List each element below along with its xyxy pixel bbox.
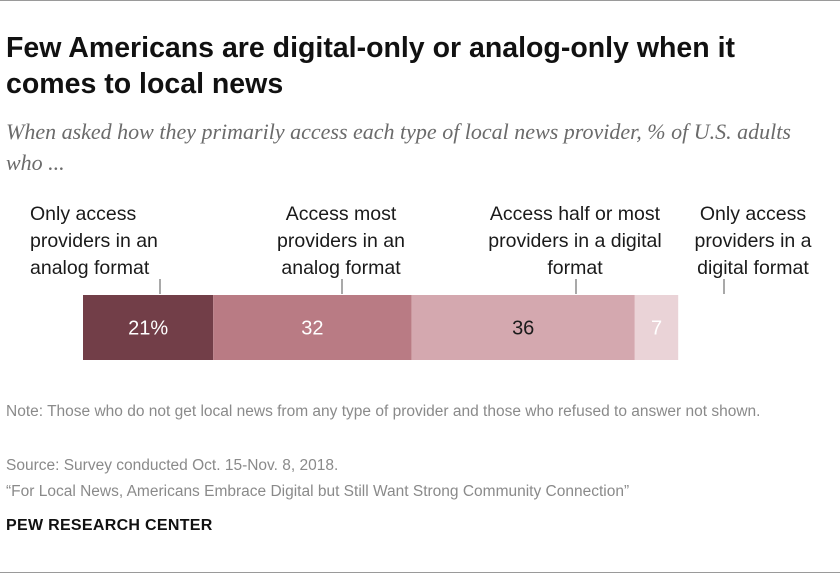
category-label-analog-only: Only access providers in an analog forma…: [30, 203, 158, 279]
data-label-mostly-digital: 36: [512, 318, 534, 340]
chart-subtitle: When asked how they primarily access eac…: [6, 119, 791, 175]
chart-note: Note: Those who do not get local news fr…: [6, 403, 761, 420]
category-label-mostly-digital: Access half or most providers in a digit…: [488, 203, 662, 279]
category-label-mostly-analog: Access most providers in an analog forma…: [277, 203, 405, 279]
bar-segment-mostly-analog: [213, 295, 412, 360]
top-rule: [0, 0, 840, 1]
data-label-digital-only: 7: [651, 318, 662, 340]
chart-title: Few Americans are digital-only or analog…: [6, 32, 735, 100]
report-title: “For Local News, Americans Embrace Digit…: [6, 483, 630, 500]
bar-segment-analog-only: [83, 295, 214, 360]
bottom-rule: [0, 572, 840, 573]
data-label-analog-only: 21%: [128, 318, 168, 340]
data-label-mostly-analog: 32: [301, 318, 323, 340]
category-label-digital-only: Only access providers in a digital forma…: [694, 203, 812, 279]
bar-segment-mostly-digital: [411, 295, 635, 360]
pew-research-center-logo: PEW RESEARCH CENTER: [6, 517, 213, 534]
bar-segment-digital-only: [634, 295, 679, 360]
stacked-bar-chart: 21% 32 36 7: [83, 279, 725, 360]
chart-source: Source: Survey conducted Oct. 15-Nov. 8,…: [6, 457, 339, 474]
